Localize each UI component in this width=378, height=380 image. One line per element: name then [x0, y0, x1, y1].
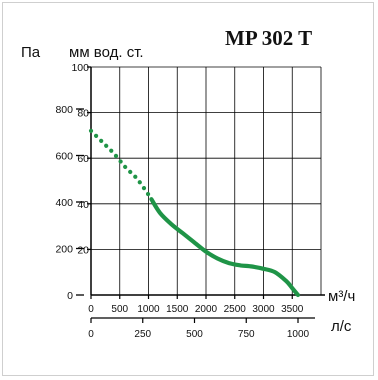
right-tick-label: 40 — [77, 199, 89, 211]
chart-frame: MP 302 T Па мм вод. ст. 0 200 400 600 800 20… — [2, 2, 374, 376]
x-tick-label: 1000 — [137, 304, 160, 315]
x-tick-label: 0 — [88, 304, 94, 315]
left-tick-label: 600 — [55, 151, 73, 163]
right-tick-label: 100 — [71, 62, 89, 74]
x-tick-label: 3000 — [252, 304, 275, 315]
x-tick-label: 2500 — [224, 304, 247, 315]
left-tick-label: 800 — [55, 104, 73, 116]
right-tick-label: 80 — [77, 108, 89, 120]
right-tick-label: 60 — [77, 153, 89, 165]
x-tick-label: 2000 — [195, 304, 218, 315]
axes — [90, 67, 325, 319]
right-axis-unit: мм вод. ст. — [69, 44, 144, 61]
chart-title: MP 302 T — [225, 26, 312, 50]
x2-tick-label: 1000 — [287, 329, 310, 340]
x2-tick-label: 500 — [186, 329, 203, 340]
right-tick-label: 20 — [77, 244, 89, 256]
x2-axis-unit: л/с — [331, 318, 352, 335]
x2-tick-label: 0 — [88, 329, 94, 340]
x2-tick-label: 750 — [238, 329, 255, 340]
left-axis-unit: Па — [21, 44, 41, 61]
x-tick-label: 3500 — [281, 304, 304, 315]
curve-dotted — [88, 128, 154, 202]
left-tick-label: 0 — [67, 290, 73, 302]
curve-solid — [149, 197, 301, 298]
curves — [88, 128, 301, 298]
x2-axis-ticks: 0 250 500 750 1000 — [88, 318, 310, 340]
left-axis-ticks: 0 200 400 600 800 — [55, 104, 84, 302]
grid — [91, 66, 322, 295]
x-tick-label: 1500 — [166, 304, 189, 315]
x-axis-unit: м³/ч — [328, 288, 355, 305]
left-tick-label: 400 — [55, 197, 73, 209]
x-tick-label: 500 — [111, 304, 128, 315]
x2-tick-label: 250 — [134, 329, 151, 340]
left-tick-label: 200 — [55, 244, 73, 256]
right-axis-ticks: 20 40 60 80 100 — [71, 62, 91, 256]
x-axis-ticks: 0 500 1000 1500 2000 2500 3000 3500 — [88, 295, 304, 315]
